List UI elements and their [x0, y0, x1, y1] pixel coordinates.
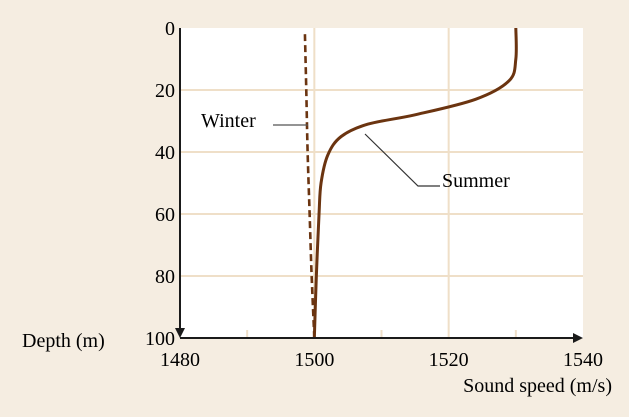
summer-label: Summer: [442, 170, 510, 192]
x-tick-label: 1540: [563, 349, 603, 371]
y-tick-label: 60: [155, 204, 175, 226]
y-tick-label: 80: [155, 266, 175, 288]
x-tick-label: 1480: [160, 349, 200, 371]
data-curves: [303, 27, 518, 339]
y-axis-title: Depth (m): [22, 330, 105, 352]
plot-area: [180, 28, 583, 338]
gridlines: [180, 28, 583, 338]
summer-leader-line: [364, 133, 440, 187]
x-axis-title: Sound speed (m/s): [463, 375, 612, 397]
y-tick-label: 40: [155, 142, 175, 164]
series-summer: [312, 27, 518, 339]
axes: [175, 28, 583, 343]
x-tick-label: 1520: [429, 349, 469, 371]
y-tick-label: 0: [165, 18, 175, 40]
winter-label: Winter: [201, 110, 256, 132]
series-winter: [303, 34, 316, 339]
y-tick-label: 100: [145, 328, 175, 350]
x-tick-label: 1500: [294, 349, 334, 371]
x-axis-arrow-icon: [573, 333, 583, 343]
y-axis-arrow-icon: [175, 328, 185, 338]
y-tick-label: 20: [155, 80, 175, 102]
